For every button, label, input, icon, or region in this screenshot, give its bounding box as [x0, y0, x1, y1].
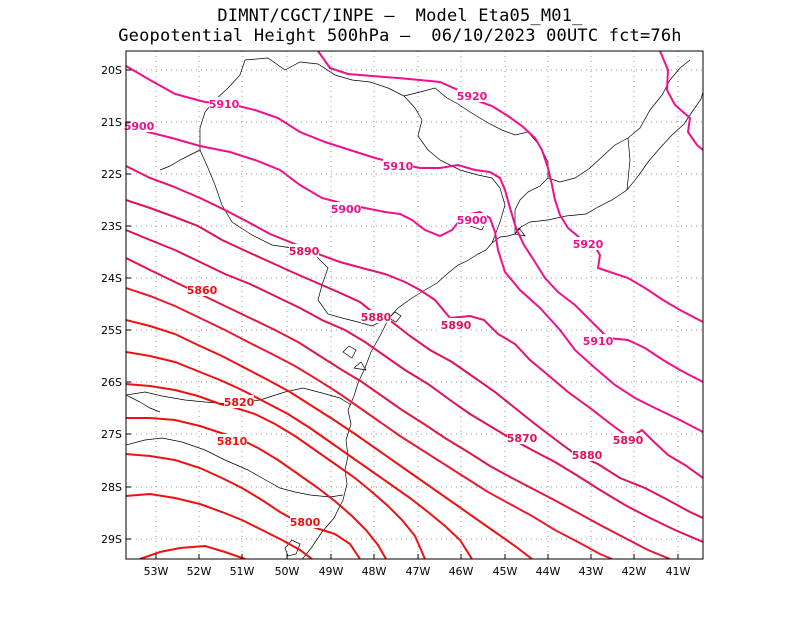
contour-line [126, 319, 533, 559]
coastline-borders [126, 57, 703, 559]
contour-label: 5900 [331, 203, 362, 216]
contour-label-bg [507, 431, 537, 444]
lon-tick-label: 52W [187, 565, 212, 578]
contour-label: 5800 [290, 516, 321, 529]
contour-label-bg [613, 433, 643, 446]
contour-label-bg [573, 237, 603, 250]
contour-line [126, 492, 313, 559]
contour-line [126, 199, 703, 519]
contour-label-bg [572, 448, 602, 461]
map-title-line2: Geopotential Height 500hPa – 06/10/2023 … [118, 26, 682, 46]
contour-label: 5900 [457, 214, 488, 227]
state-border [547, 59, 691, 183]
contour-label: 5920 [457, 90, 488, 103]
contour-label: 5890 [289, 245, 320, 258]
lat-tick-label: 22S [101, 168, 122, 181]
contour-line [317, 51, 553, 186]
lon-tick-label: 47W [406, 565, 431, 578]
coastline [301, 91, 703, 559]
lon-tick-label: 46W [449, 565, 474, 578]
lat-tick-label: 28S [101, 481, 122, 494]
contour-label-bg [457, 89, 487, 102]
lat-tick-label: 26S [101, 376, 122, 389]
contour-label: 5860 [187, 284, 218, 297]
map-title-line1: DIMNT/CGCT/INPE – Model Eta05_M01_ [217, 6, 583, 26]
lat-tick-label: 24S [101, 272, 122, 285]
contour-label: 5910 [583, 335, 614, 348]
contour-label-bg [383, 159, 413, 172]
lon-tick-label: 45W [493, 565, 518, 578]
contour-label-bg [124, 119, 154, 132]
contour-label: 5880 [361, 311, 392, 324]
contour-label-bg [441, 318, 471, 331]
lon-tick-label: 48W [362, 565, 387, 578]
contour-label: 5820 [224, 396, 255, 409]
contour-line [126, 65, 703, 383]
lat-tick-label: 23S [101, 220, 122, 233]
contour-label-bg [224, 395, 254, 408]
state-border [403, 87, 549, 234]
contour-label-bg [209, 97, 239, 110]
lat-tick-label: 20S [101, 64, 122, 77]
state-border [126, 437, 344, 498]
contour-line [126, 351, 473, 559]
contour-line [126, 123, 703, 433]
contour-label-bg [187, 283, 217, 296]
lon-tick-label: 42W [622, 565, 647, 578]
graticule [126, 51, 703, 559]
contour-label: 5910 [209, 98, 240, 111]
contour-label-bg [361, 310, 391, 323]
lon-tick-label: 53W [144, 565, 169, 578]
contour-line [126, 453, 361, 559]
lon-tick-label: 41W [666, 565, 691, 578]
contour-label: 5810 [217, 435, 248, 448]
contour-label: 5920 [573, 238, 604, 251]
map-frame [125, 50, 704, 560]
contour-label: 5890 [613, 434, 644, 447]
country-border [126, 394, 161, 413]
contour-label-bg [217, 434, 247, 447]
state-border [244, 57, 506, 244]
contour-line [126, 383, 426, 559]
lat-tick-label: 25S [101, 324, 122, 337]
contour-label-bg [331, 202, 361, 215]
lon-tick-label: 49W [319, 565, 344, 578]
lat-tick-label: 29S [101, 533, 122, 546]
contour-label: 5870 [507, 432, 538, 445]
contour-label: 5880 [572, 449, 603, 462]
contour-label: 5910 [383, 160, 414, 173]
contour-label: 5900 [124, 120, 155, 133]
contour-line [139, 544, 246, 559]
contour-label-bg [290, 515, 320, 528]
state-border [199, 59, 389, 327]
contour-line [126, 229, 703, 543]
lat-tick-label: 27S [101, 428, 122, 441]
contour-label-bg [289, 244, 319, 257]
lat-tick-label: 21S [101, 116, 122, 129]
contours [126, 51, 703, 559]
contour-line [126, 417, 387, 559]
lon-tick-label: 50W [275, 565, 300, 578]
contour-labels: 5920 5910 5900 5910 5900 5900 5920 5890 5860 5880… [124, 89, 644, 529]
state-border [626, 137, 631, 191]
contour-line [126, 257, 671, 559]
lon-tick-label: 44W [536, 565, 561, 578]
longitude-axis: 53W 52W 51W 50W 49W 48W 47W 46W 45W 44W 43W 42W 41W [144, 554, 691, 578]
contour-line [551, 184, 703, 323]
contour-line [126, 287, 613, 559]
contour-label-bg [583, 334, 613, 347]
lon-tick-label: 43W [579, 565, 604, 578]
contour-line [659, 51, 703, 151]
latitude-axis: 20S 21S 22S 23S 24S 25S 26S 27S 28S 29S [101, 64, 131, 546]
contour-label-bg [457, 213, 487, 226]
country-border [159, 149, 201, 171]
lon-tick-label: 51W [230, 565, 255, 578]
contour-label: 5890 [441, 319, 472, 332]
